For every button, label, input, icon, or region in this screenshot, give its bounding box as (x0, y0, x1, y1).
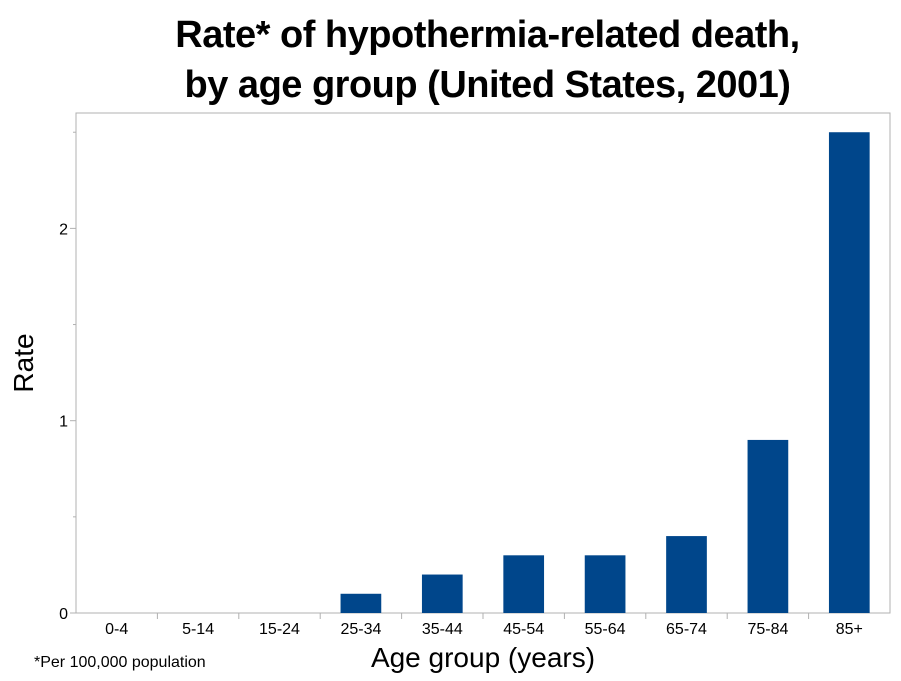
bar-85+ (828, 132, 870, 613)
y-tick-label: 2 (59, 221, 68, 238)
x-tick-label: 15-24 (259, 621, 300, 638)
bar-25-34 (340, 593, 382, 613)
bar-65-74 (666, 536, 707, 613)
x-tick-label: 25-34 (340, 621, 381, 638)
bar-35-44 (421, 574, 463, 613)
x-tick-label: 45-54 (503, 621, 544, 638)
chart-title-line-1: Rate* of hypothermia-related death, (175, 14, 800, 56)
x-tick-label: 55-64 (585, 621, 626, 638)
y-tick-label: 0 (59, 606, 68, 623)
bar-75-84 (747, 439, 789, 613)
y-axis: 0 1 2 (59, 131, 76, 623)
x-tick-label: 75-84 (747, 621, 788, 638)
x-tick-label: 85+ (836, 621, 863, 638)
x-axis: 0-4 5-14 15-24 25-34 35-44 45-54 55-64 65-74 75-… (105, 613, 863, 638)
y-tick-label: 1 (59, 414, 68, 431)
x-tick-label: 0-4 (105, 621, 128, 638)
x-tick-label: 5-14 (182, 621, 214, 638)
bar-45-54 (503, 555, 545, 613)
x-tick-label: 35-44 (422, 621, 463, 638)
chart-title-line-2: by age group (United States, 2001) (184, 64, 791, 106)
bar-55-64 (584, 555, 626, 613)
footnote: *Per 100,000 population (34, 654, 206, 671)
x-tick-label: 65-74 (666, 621, 707, 638)
x-axis-title: Age group (years) (371, 642, 595, 673)
bars-group (340, 132, 870, 613)
y-axis-title: Rate (8, 333, 39, 392)
